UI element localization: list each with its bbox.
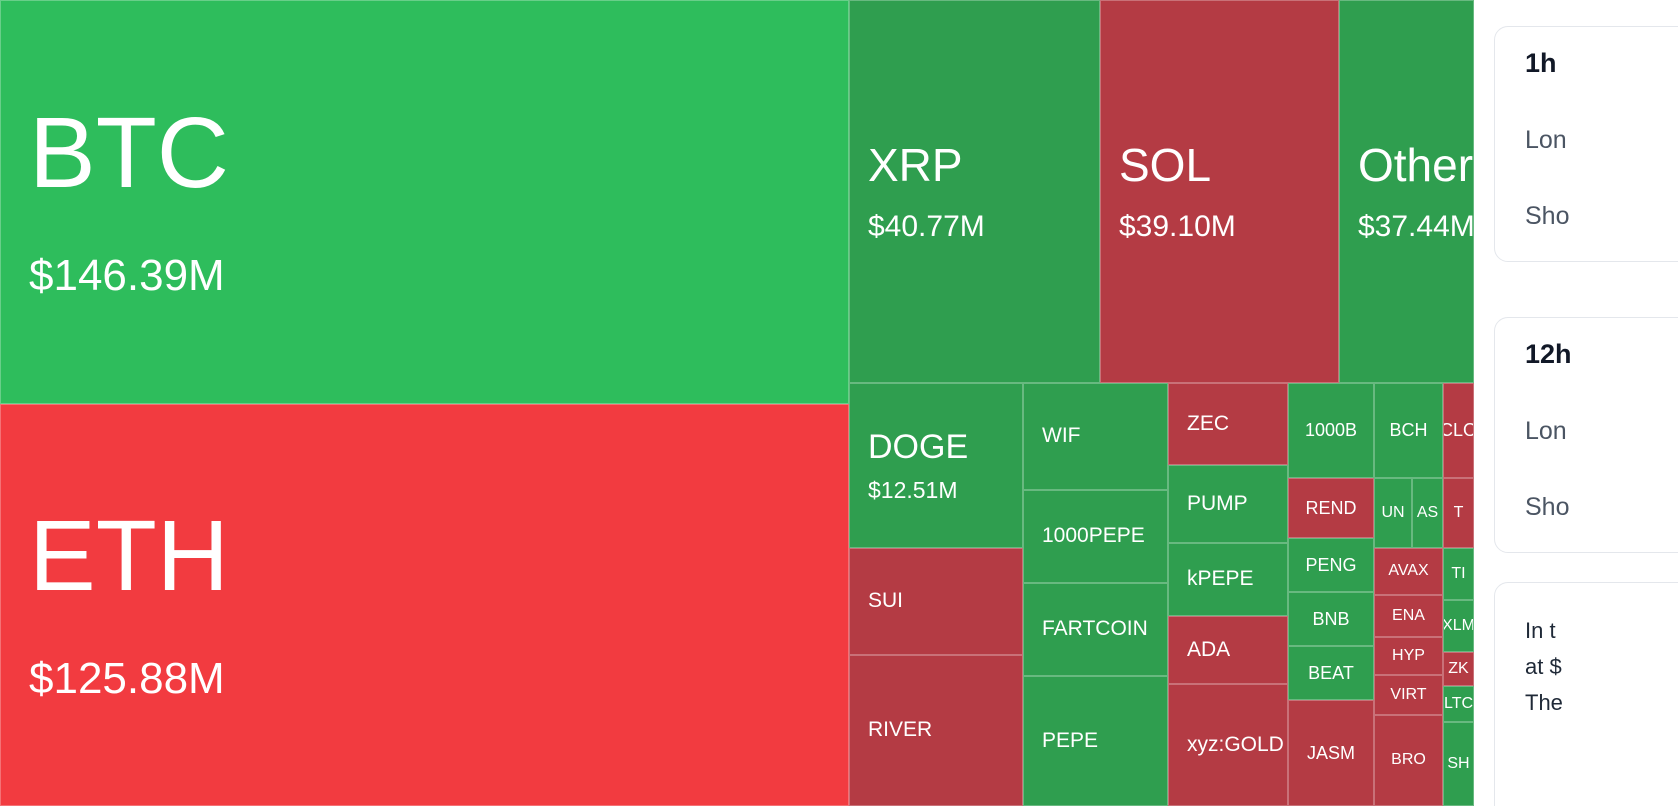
treemap-cell-xyz-gold[interactable]: xyz:GOLD <box>1168 684 1288 806</box>
treemap-cell-fartcoin[interactable]: FARTCOIN <box>1023 583 1168 676</box>
cell-value: $146.39M <box>29 250 225 300</box>
cell-value: $37.44M <box>1358 209 1474 243</box>
cell-symbol: T <box>1453 503 1464 521</box>
treemap-cell-others[interactable]: Others $37.44M <box>1339 0 1474 383</box>
treemap-cell-eth[interactable]: ETH $125.88M <box>0 404 849 806</box>
cell-symbol: 1000PEPE <box>1042 524 1145 548</box>
cell-value: $39.10M <box>1119 209 1236 243</box>
cell-symbol: SH <box>1447 754 1470 772</box>
treemap-cell-hyp[interactable]: HYP <box>1374 637 1443 675</box>
liquidation-treemap: BTC $146.39M ETH $125.88M XRP $40.77M SO… <box>0 0 1474 806</box>
treemap-cell-btc[interactable]: BTC $146.39M <box>0 0 849 404</box>
treemap-cell-xrp[interactable]: XRP $40.77M <box>849 0 1100 383</box>
card-title-1h: 1h <box>1525 48 1557 78</box>
cell-symbol: CLO <box>1444 420 1473 441</box>
summary-card: In t at $ The <box>1494 582 1678 806</box>
cell-symbol: ENA <box>1392 606 1425 624</box>
cell-symbol: xyz:GOLD <box>1187 732 1284 756</box>
treemap-cell-bro[interactable]: BRO <box>1374 715 1443 806</box>
cell-symbol: BRO <box>1391 751 1426 769</box>
treemap-cell-as[interactable]: AS <box>1412 478 1443 548</box>
treemap-cell-zk[interactable]: ZK <box>1443 652 1474 686</box>
treemap-cell-pump[interactable]: PUMP <box>1168 465 1288 543</box>
treemap-cell-t[interactable]: T <box>1443 478 1474 548</box>
cell-symbol: PEPE <box>1042 728 1099 752</box>
cell-symbol: ZK <box>1448 659 1469 677</box>
cell-symbol: VIRT <box>1390 685 1427 703</box>
cell-symbol: DOGE <box>868 427 969 466</box>
cell-symbol: JASM <box>1306 742 1355 763</box>
cell-symbol: BTC <box>29 96 229 209</box>
long-liquidations-label: Lon <box>1525 417 1567 445</box>
cell-value: $12.51M <box>868 476 958 503</box>
treemap-cell-kpepe[interactable]: kPEPE <box>1168 543 1288 616</box>
cell-symbol: 1000B <box>1304 420 1358 441</box>
cell-symbol: WIF <box>1042 424 1081 448</box>
treemap-cell-sol[interactable]: SOL $39.10M <box>1100 0 1339 383</box>
cell-symbol: AVAX <box>1388 562 1429 580</box>
stats-card-12h: 12h Lon Sho <box>1494 317 1678 553</box>
treemap-cell-pepe[interactable]: PEPE <box>1023 676 1168 806</box>
cell-symbol: Others <box>1358 138 1474 191</box>
cell-symbol: BCH <box>1389 420 1428 441</box>
cell-value: $40.77M <box>868 209 985 243</box>
summary-line: at $ <box>1525 654 1562 679</box>
cell-symbol: XLM <box>1443 616 1474 634</box>
long-liquidations-label: Lon <box>1525 126 1567 154</box>
cell-symbol: ZEC <box>1187 411 1229 435</box>
cell-symbol: kPEPE <box>1187 567 1254 591</box>
cell-symbol: TI <box>1451 564 1466 582</box>
cell-symbol: REND <box>1305 497 1357 518</box>
treemap-cell-jasm[interactable]: JASM <box>1288 700 1374 806</box>
treemap-cell-1000pepe[interactable]: 1000PEPE <box>1023 490 1168 583</box>
summary-line: In t <box>1525 618 1556 643</box>
short-liquidations-label: Sho <box>1525 493 1570 521</box>
treemap-cell-bnb[interactable]: BNB <box>1288 592 1374 646</box>
treemap-cell-1000b[interactable]: 1000B <box>1288 383 1374 478</box>
cell-symbol: SUI <box>868 589 904 613</box>
treemap-cell-beat[interactable]: BEAT <box>1288 646 1374 700</box>
treemap-cell-sui[interactable]: SUI <box>849 548 1023 655</box>
treemap-cell-ada[interactable]: ADA <box>1168 616 1288 684</box>
cell-symbol: XRP <box>868 138 963 191</box>
cell-symbol: LTC <box>1443 694 1474 712</box>
treemap-cell-ltc[interactable]: LTC <box>1443 686 1474 722</box>
treemap-cell-xlm[interactable]: XLM <box>1443 600 1474 652</box>
short-liquidations-label: Sho <box>1525 202 1570 230</box>
treemap-cell-zec[interactable]: ZEC <box>1168 383 1288 465</box>
stats-card-1h: 1h Lon Sho <box>1494 26 1678 262</box>
cell-symbol: AS <box>1416 503 1439 521</box>
cell-symbol: RIVER <box>868 718 933 742</box>
treemap-cell-ena[interactable]: ENA <box>1374 595 1443 637</box>
cell-symbol: SOL <box>1119 138 1212 191</box>
cell-symbol: ETH <box>29 499 229 612</box>
treemap-cell-wif[interactable]: WIF <box>1023 383 1168 490</box>
treemap-cell-rend[interactable]: REND <box>1288 478 1374 538</box>
cell-symbol: HYP <box>1392 646 1425 664</box>
treemap-cell-clo[interactable]: CLO <box>1443 383 1474 478</box>
treemap-cell-un[interactable]: UN <box>1374 478 1412 548</box>
treemap-cell-doge[interactable]: DOGE $12.51M <box>849 383 1023 548</box>
treemap-cell-river[interactable]: RIVER <box>849 655 1023 806</box>
cell-symbol: ADA <box>1187 637 1231 661</box>
cell-symbol: BNB <box>1312 608 1350 629</box>
treemap-cell-avax[interactable]: AVAX <box>1374 548 1443 595</box>
treemap-cell-peng[interactable]: PENG <box>1288 538 1374 592</box>
cell-symbol: BEAT <box>1308 662 1354 683</box>
card-title-12h: 12h <box>1525 339 1572 369</box>
summary-line: The <box>1525 690 1563 715</box>
treemap-cell-ti[interactable]: TI <box>1443 548 1474 600</box>
cell-symbol: PUMP <box>1187 491 1248 515</box>
side-panel: 1h Lon Sho 12h Lon Sho In t at $ The <box>1474 0 1678 806</box>
treemap-cell-sh[interactable]: SH <box>1443 722 1474 806</box>
treemap-cell-virt[interactable]: VIRT <box>1374 675 1443 715</box>
cell-symbol: PENG <box>1305 554 1357 575</box>
cell-value: $125.88M <box>29 653 225 703</box>
cell-symbol: FARTCOIN <box>1042 617 1148 641</box>
cell-symbol: UN <box>1381 503 1405 521</box>
treemap-cell-bch[interactable]: BCH <box>1374 383 1443 478</box>
